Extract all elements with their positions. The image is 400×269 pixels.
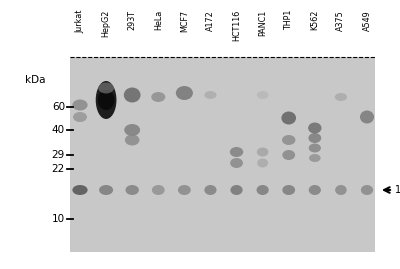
Ellipse shape [309,185,321,195]
Text: 60: 60 [52,102,65,112]
Ellipse shape [361,185,373,195]
Text: K562: K562 [310,10,319,30]
Ellipse shape [282,185,295,195]
Text: THP1: THP1 [284,10,293,30]
Text: A172: A172 [206,10,215,31]
Text: 29: 29 [52,150,65,160]
Bar [70,57,375,252]
Ellipse shape [308,133,321,143]
Ellipse shape [126,185,139,195]
Ellipse shape [335,93,347,101]
Text: 22: 22 [52,164,65,174]
Ellipse shape [309,143,321,153]
Ellipse shape [98,83,114,94]
Ellipse shape [257,147,268,157]
Text: MCF7: MCF7 [180,10,189,32]
Ellipse shape [73,112,87,122]
Ellipse shape [257,91,268,99]
Text: 293T: 293T [128,10,137,30]
Text: HCT116: HCT116 [232,10,241,41]
Ellipse shape [96,81,116,119]
Ellipse shape [309,154,321,162]
Ellipse shape [282,135,296,145]
Ellipse shape [282,111,296,125]
Ellipse shape [125,134,140,146]
Text: 40: 40 [52,125,65,135]
Text: Jurkat: Jurkat [76,10,84,33]
Text: PANC1: PANC1 [258,10,267,36]
Ellipse shape [124,124,140,136]
Ellipse shape [230,185,243,195]
Ellipse shape [124,87,140,102]
Ellipse shape [360,111,374,123]
Text: 10: 10 [52,214,65,224]
Ellipse shape [308,122,322,133]
Text: A549: A549 [362,10,372,31]
Ellipse shape [282,150,295,160]
Text: kDa: kDa [25,75,45,85]
Ellipse shape [72,185,88,195]
Ellipse shape [152,185,165,195]
Ellipse shape [98,90,114,110]
Ellipse shape [176,86,193,100]
Ellipse shape [230,147,243,157]
Text: HepG2: HepG2 [102,10,110,37]
Ellipse shape [72,100,88,111]
Ellipse shape [204,185,216,195]
Text: 19 kDa: 19 kDa [395,185,400,195]
Ellipse shape [204,91,216,99]
Ellipse shape [256,185,269,195]
Text: A375: A375 [336,10,346,31]
Ellipse shape [335,185,347,195]
Ellipse shape [257,158,268,168]
Ellipse shape [151,92,165,102]
Ellipse shape [178,185,191,195]
Ellipse shape [99,185,113,195]
Text: HeLa: HeLa [154,10,163,30]
Ellipse shape [230,158,243,168]
